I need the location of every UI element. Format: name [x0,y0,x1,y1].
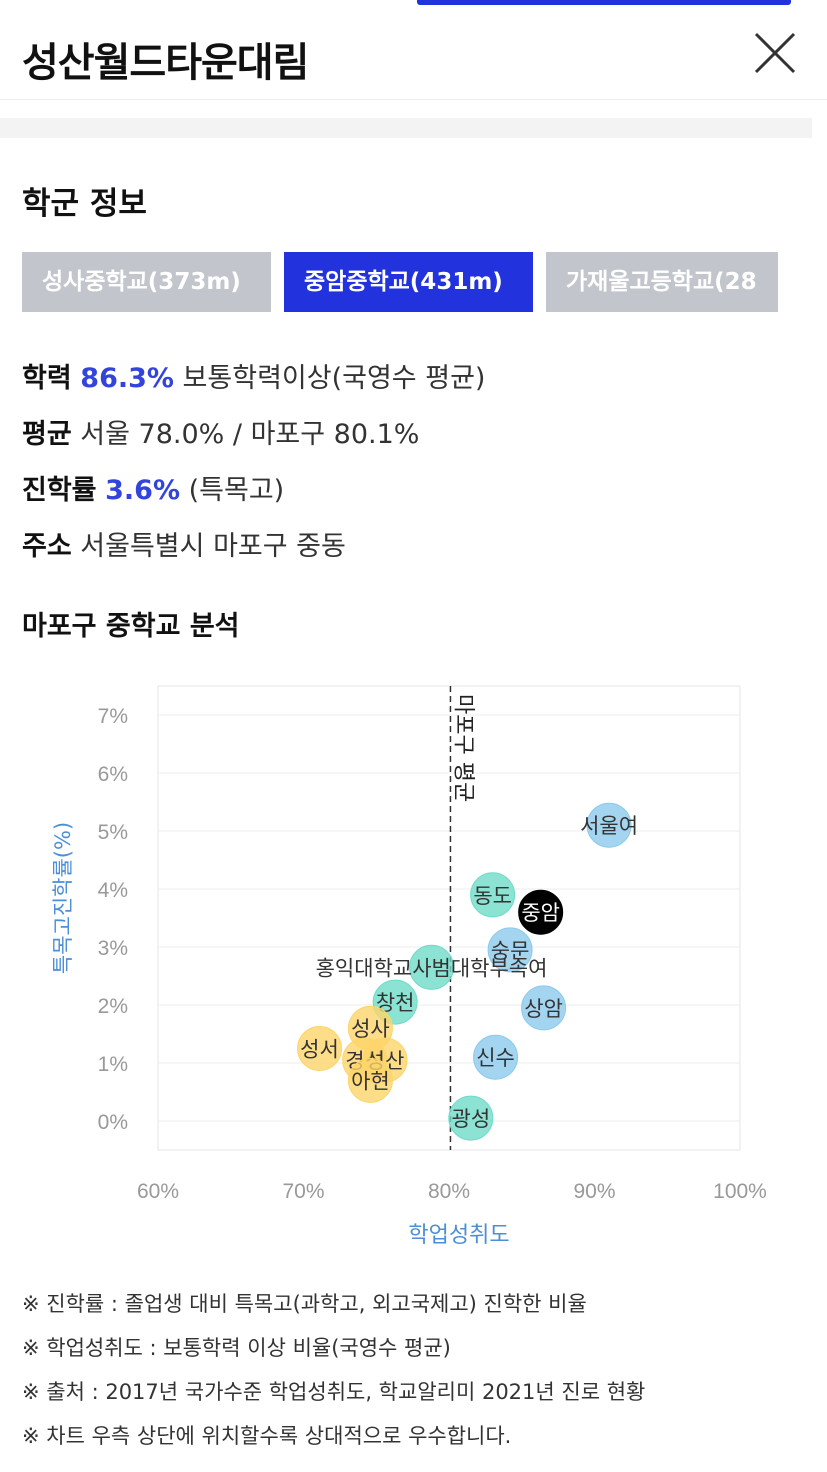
y-tick-label: 4% [98,879,128,902]
data-point-label: 성사 [351,1017,390,1041]
achievement-value: 86.3% [80,363,174,394]
data-point-label: 광성 [452,1107,491,1131]
advance-value: 3.6% [105,475,181,506]
data-point [470,872,516,918]
y-tick-label: 0% [98,1111,128,1134]
x-tick-label: 80% [428,1180,470,1203]
note-advance-rate: ※ 진학률 : 졸업생 대비 특목고(과학고, 외고국제고) 진학한 비율 [22,1292,587,1316]
data-point-label: 서울여 [580,814,638,838]
average-row: 평균 서울 78.0% / 마포구 80.1% [22,412,419,451]
data-point-label: 상암 [524,997,563,1021]
y-tick-label: 6% [98,763,128,786]
data-point-label: 동도 [473,884,512,908]
note-interpretation: ※ 차트 우측 상단에 위치할수록 상대적으로 우수합니다. [22,1424,512,1448]
y-tick-label: 7% [98,705,128,728]
data-point [586,802,632,848]
data-point-label: 신수 [476,1046,515,1070]
page-title: 성산월드타운대림 [22,40,309,86]
data-point [297,1026,343,1071]
average-label: 평균 [22,419,72,450]
x-tick-label: 100% [713,1180,767,1203]
advance-desc: (특목고) [188,475,285,506]
data-point [487,927,533,973]
data-point [473,1034,519,1080]
data-point [521,985,567,1031]
y-tick-label: 2% [98,995,128,1018]
y-tick-label: 5% [98,821,128,844]
data-point [409,944,455,990]
tab-school-2[interactable]: 가재울고등학교(28 [546,252,778,312]
y-tick-label: 1% [98,1053,128,1076]
achievement-desc: 보통학력이상(국영수 평균) [182,363,486,394]
note-source: ※ 출처 : 2017년 국가수준 학업성취도, 학교알리미 2021년 진로 … [22,1380,646,1404]
achievement-label: 학력 [22,363,72,394]
plot-frame [157,685,741,1151]
scatter-chart: 0% 1% 2% 3% 4% 5% 6% 7% 60% 70% 80% 90% 100% 학업성취도 특목고… [51,685,767,1248]
school-tabs: 성사중학교(373m) 중암중학교(431m) 가재울고등학교(28 [22,252,778,312]
section-divider [0,118,812,138]
data-point [518,889,564,935]
tab-school-1[interactable]: 중암중학교(431m) [284,252,533,312]
advance-label: 진학률 [22,475,97,506]
note-achievement: ※ 학업성취도 : 보통학력 이상 비율(국영수 평균) [22,1336,451,1360]
data-point [448,1095,494,1141]
analysis-title: 마포구 중학교 분석 [22,611,240,642]
average-value: 서울 78.0% / 마포구 80.1% [80,419,420,450]
close-icon[interactable] [752,30,798,76]
advance-row: 진학률 3.6% (특목고) [22,468,284,507]
data-point-label: 성서 [300,1038,339,1062]
section-title: 학군 정보 [22,186,147,222]
x-tick-label: 70% [282,1180,324,1203]
header: 성산월드타운대림 [0,0,827,100]
data-point [347,1057,393,1103]
address-row: 주소 서울특별시 마포구 중동 [22,524,346,563]
data-point-label: 홍익대학교사범대학부속여 [316,956,548,980]
data-point-label: 중암 [521,901,560,925]
x-axis-title: 학업성취도 [408,1223,509,1248]
y-tick-label: 3% [98,937,128,960]
x-tick-label: 90% [573,1180,615,1203]
address-label: 주소 [22,531,72,562]
data-point-label: 숭문 [491,939,530,963]
top-accent-bar [417,0,791,5]
y-axis-title: 특목고진학률(%) [51,822,75,974]
data-point-label: 아현 [351,1069,390,1093]
address-value: 서울특별시 마포구 중동 [80,531,346,562]
average-line-label: 마포구 평균 [450,694,475,802]
tab-school-0[interactable]: 성사중학교(373m) [22,252,271,312]
x-tick-label: 60% [137,1180,179,1203]
achievement-row: 학력 86.3% 보통학력이상(국영수 평균) [22,356,485,395]
